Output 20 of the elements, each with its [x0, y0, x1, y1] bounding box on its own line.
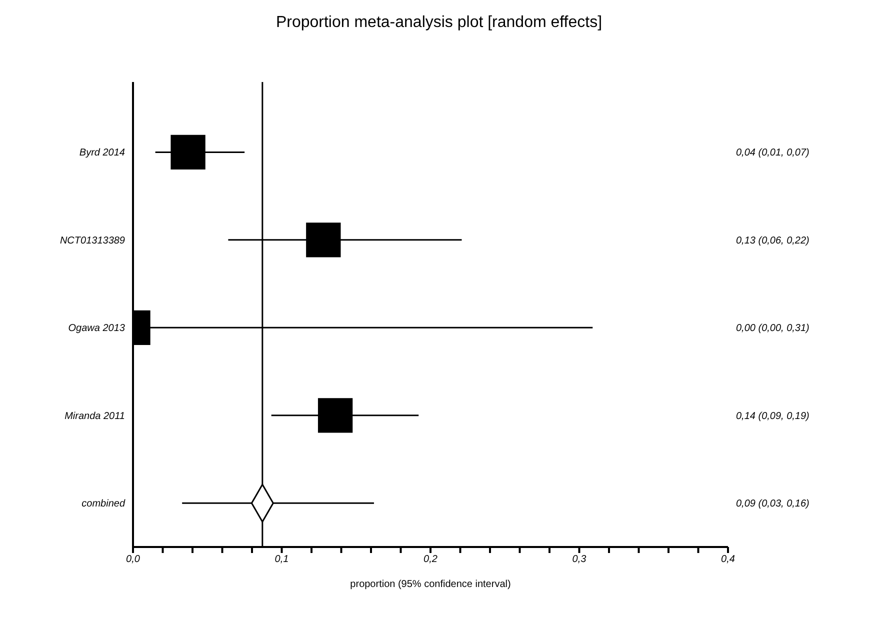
x-tick-label: 0,1 [274, 554, 289, 566]
x-tick-label: 0,2 [424, 554, 438, 566]
x-axis-title: proportion (95% confidence interval) [350, 579, 511, 590]
point [318, 398, 353, 433]
y-tick-label: combined [82, 498, 126, 510]
x-tick-label: 0,4 [721, 554, 736, 566]
x-tick-label: 0,3 [572, 554, 587, 566]
text: 0,09 (0,03, 0,16) [736, 498, 810, 510]
y-tick-label: Byrd 2014 [79, 148, 126, 159]
point [170, 134, 206, 170]
chart-title: Proportion meta-analysis plot [random effects] [274, 14, 604, 32]
y-tick-label: Miranda 2011 [64, 410, 125, 422]
y-tick-label: NCT01313389 [60, 235, 126, 246]
y-tick-label: Ogawa 2013 [68, 323, 126, 334]
point [306, 222, 341, 258]
text: 0,04 (0,01, 0,07) [736, 148, 810, 159]
text: 0,00 (0,00, 0,31) [736, 323, 810, 334]
x-tick-label: 0,0 [126, 554, 140, 566]
text: 0,14 (0,09, 0,19) [736, 410, 810, 422]
text: 0,13 (0,06, 0,22) [736, 235, 810, 246]
